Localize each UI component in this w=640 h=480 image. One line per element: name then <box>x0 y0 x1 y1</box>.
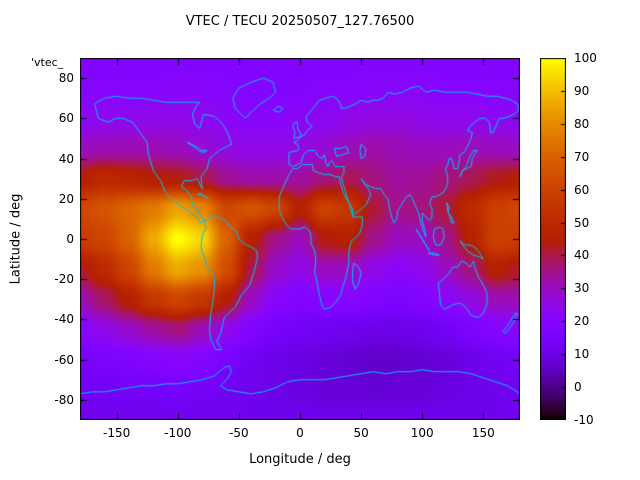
colorbar-tick-label: 70 <box>574 149 590 164</box>
x-axis-label: Longitude / deg <box>249 452 351 467</box>
chart-title: VTEC / TECU 20250507_127.76500 <box>185 14 415 29</box>
world-map-heatmap-canvas <box>80 58 520 420</box>
colorbar-tick-label: 50 <box>574 215 590 230</box>
colorbar-tick-label: 20 <box>574 314 590 329</box>
y-tick-label: 80 <box>58 71 74 86</box>
colorbar-tick-label: -10 <box>574 413 594 427</box>
y-tick-label: -60 <box>54 352 74 367</box>
x-tick-label: -150 <box>103 426 131 440</box>
colorbar-tick-label: 40 <box>574 248 590 263</box>
x-tick-label: 50 <box>353 426 369 440</box>
y-tick-label: 0 <box>66 232 74 246</box>
x-tick-label: 100 <box>410 426 434 440</box>
y-axis-label: Latitude / deg <box>8 193 24 285</box>
colorbar-tick-label: 0 <box>574 380 582 395</box>
x-tick-label: 150 <box>471 426 495 440</box>
colorbar-tick-label: 30 <box>574 281 590 296</box>
y-tick-label: 20 <box>58 191 74 206</box>
x-tick-label: 0 <box>296 426 304 440</box>
colorbar-tick-label: 60 <box>574 182 590 197</box>
y-tick-label: 40 <box>58 151 74 166</box>
key-label: 'vtec_ <box>31 56 64 69</box>
y-tick-label: -80 <box>54 392 74 407</box>
colorbar-tick-label: 90 <box>574 83 590 98</box>
y-tick-label: 60 <box>58 111 74 126</box>
colorbar-canvas <box>540 58 566 420</box>
x-tick-label: -50 <box>229 426 249 440</box>
colorbar-tick-label: 10 <box>574 347 590 362</box>
x-tick-label: -100 <box>164 426 192 440</box>
y-tick-label: -20 <box>54 272 74 287</box>
colorbar-tick-label: 100 <box>574 51 597 65</box>
colorbar-tick-label: 80 <box>574 116 590 131</box>
y-tick-label: -40 <box>54 312 74 327</box>
